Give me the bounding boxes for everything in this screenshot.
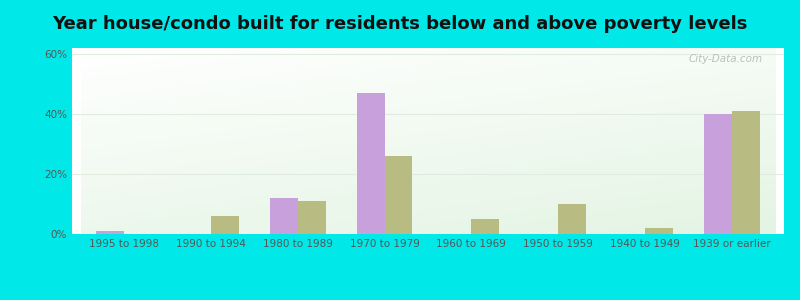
Text: Year house/condo built for residents below and above poverty levels: Year house/condo built for residents bel…	[52, 15, 748, 33]
Bar	[211, 216, 238, 234]
Bar	[645, 228, 673, 234]
Bar	[270, 198, 298, 234]
Bar	[357, 93, 385, 234]
Text: City-Data.com: City-Data.com	[689, 54, 762, 64]
Bar	[471, 219, 499, 234]
Bar	[298, 201, 326, 234]
Bar	[558, 204, 586, 234]
Bar	[96, 231, 124, 234]
Bar	[704, 114, 732, 234]
Bar	[732, 111, 760, 234]
Bar	[385, 156, 412, 234]
